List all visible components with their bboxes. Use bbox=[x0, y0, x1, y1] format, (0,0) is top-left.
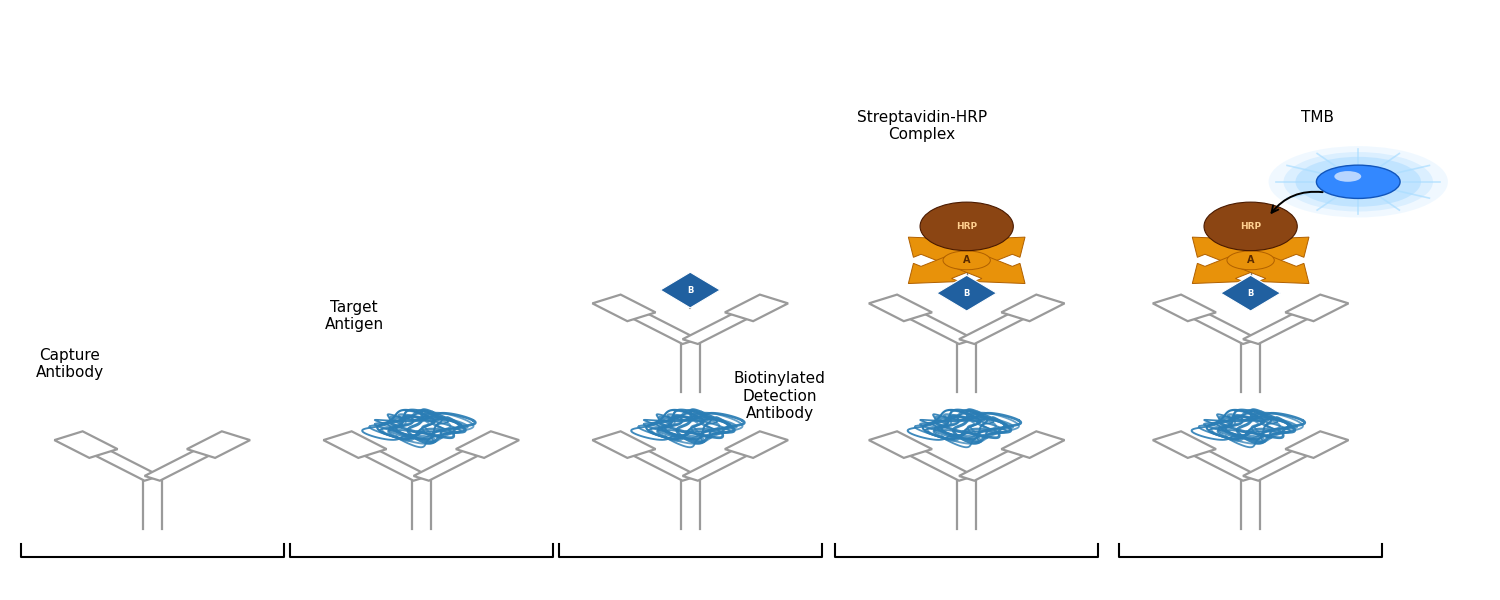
Polygon shape bbox=[682, 305, 764, 344]
Polygon shape bbox=[324, 431, 387, 458]
Polygon shape bbox=[1192, 237, 1266, 266]
Polygon shape bbox=[414, 442, 495, 481]
Polygon shape bbox=[958, 305, 1041, 344]
Text: HRP: HRP bbox=[1240, 222, 1262, 231]
Polygon shape bbox=[868, 431, 932, 458]
Polygon shape bbox=[1221, 275, 1281, 311]
Polygon shape bbox=[1244, 442, 1324, 481]
Polygon shape bbox=[616, 305, 698, 344]
Polygon shape bbox=[1192, 254, 1266, 284]
Ellipse shape bbox=[920, 202, 1014, 251]
Polygon shape bbox=[909, 237, 983, 266]
Polygon shape bbox=[682, 442, 764, 481]
Polygon shape bbox=[909, 254, 983, 284]
Circle shape bbox=[1317, 165, 1400, 199]
Circle shape bbox=[1296, 157, 1420, 207]
Polygon shape bbox=[724, 295, 788, 321]
Polygon shape bbox=[1236, 254, 1310, 284]
Text: B: B bbox=[1248, 289, 1254, 298]
Text: B: B bbox=[687, 286, 693, 295]
Circle shape bbox=[1284, 152, 1432, 212]
Polygon shape bbox=[188, 431, 250, 458]
Text: HRP: HRP bbox=[956, 222, 978, 231]
Polygon shape bbox=[1002, 431, 1065, 458]
Text: A: A bbox=[1246, 256, 1254, 265]
Polygon shape bbox=[951, 254, 1024, 284]
Polygon shape bbox=[958, 442, 1041, 481]
Text: Target
Antigen: Target Antigen bbox=[324, 300, 384, 332]
Polygon shape bbox=[1286, 295, 1348, 321]
Polygon shape bbox=[951, 237, 1024, 266]
Polygon shape bbox=[144, 442, 226, 481]
Polygon shape bbox=[1286, 431, 1348, 458]
Polygon shape bbox=[892, 305, 975, 344]
Text: B: B bbox=[963, 289, 970, 298]
Polygon shape bbox=[938, 275, 996, 311]
Text: Biotinylated
Detection
Antibody: Biotinylated Detection Antibody bbox=[734, 371, 827, 421]
Polygon shape bbox=[78, 442, 160, 481]
Text: A: A bbox=[963, 256, 970, 265]
Polygon shape bbox=[892, 442, 975, 481]
Circle shape bbox=[1335, 171, 1360, 182]
Polygon shape bbox=[1002, 295, 1065, 321]
Circle shape bbox=[1227, 251, 1275, 270]
Circle shape bbox=[944, 251, 990, 270]
Polygon shape bbox=[616, 442, 698, 481]
Ellipse shape bbox=[1204, 202, 1298, 251]
Polygon shape bbox=[1236, 237, 1310, 266]
Polygon shape bbox=[592, 295, 656, 321]
Polygon shape bbox=[456, 431, 519, 458]
Polygon shape bbox=[348, 442, 429, 481]
Text: Capture
Antibody: Capture Antibody bbox=[36, 347, 104, 380]
Polygon shape bbox=[660, 272, 720, 308]
Polygon shape bbox=[54, 431, 117, 458]
Polygon shape bbox=[868, 295, 932, 321]
Text: Streptavidin-HRP
Complex: Streptavidin-HRP Complex bbox=[856, 110, 987, 142]
Polygon shape bbox=[1176, 442, 1258, 481]
Circle shape bbox=[1269, 146, 1448, 217]
Polygon shape bbox=[724, 431, 788, 458]
Text: TMB: TMB bbox=[1302, 110, 1335, 125]
Polygon shape bbox=[1154, 431, 1216, 458]
Polygon shape bbox=[1176, 305, 1258, 344]
Polygon shape bbox=[1244, 305, 1324, 344]
Polygon shape bbox=[1154, 295, 1216, 321]
Polygon shape bbox=[592, 431, 656, 458]
